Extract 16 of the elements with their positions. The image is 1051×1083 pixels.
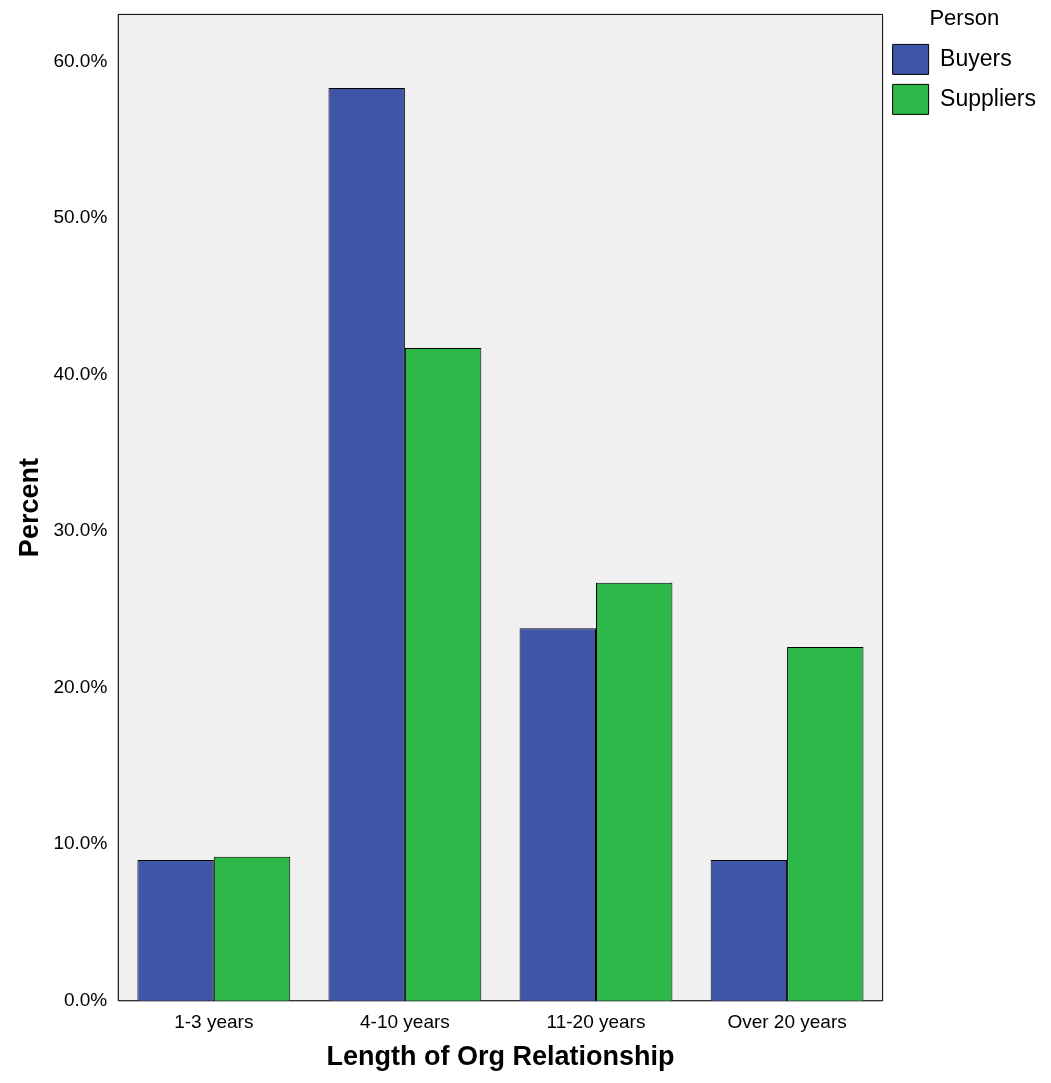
x-tick-label: 1-3 years	[174, 1011, 254, 1033]
legend-label: Suppliers	[940, 84, 1036, 111]
y-axis-title: Percent	[13, 458, 44, 558]
legend-label: Buyers	[940, 44, 1012, 71]
y-tick-label: 0.0%	[63, 989, 108, 1011]
y-tick-label: 60.0%	[53, 49, 108, 71]
y-tick-label: 30.0%	[53, 519, 108, 541]
x-axis-title: Length of Org Relationship	[326, 1041, 675, 1072]
y-tick-label: 20.0%	[53, 675, 108, 697]
legend-title: Person	[929, 5, 1000, 31]
y-tick-label: 50.0%	[53, 206, 108, 228]
x-tick-label: 4-10 years	[360, 1011, 450, 1033]
x-tick-label: 11-20 years	[546, 1011, 646, 1033]
x-tick-label: Over 20 years	[727, 1011, 847, 1033]
y-tick-label: 10.0%	[53, 832, 108, 854]
y-tick-label: 40.0%	[53, 362, 108, 384]
